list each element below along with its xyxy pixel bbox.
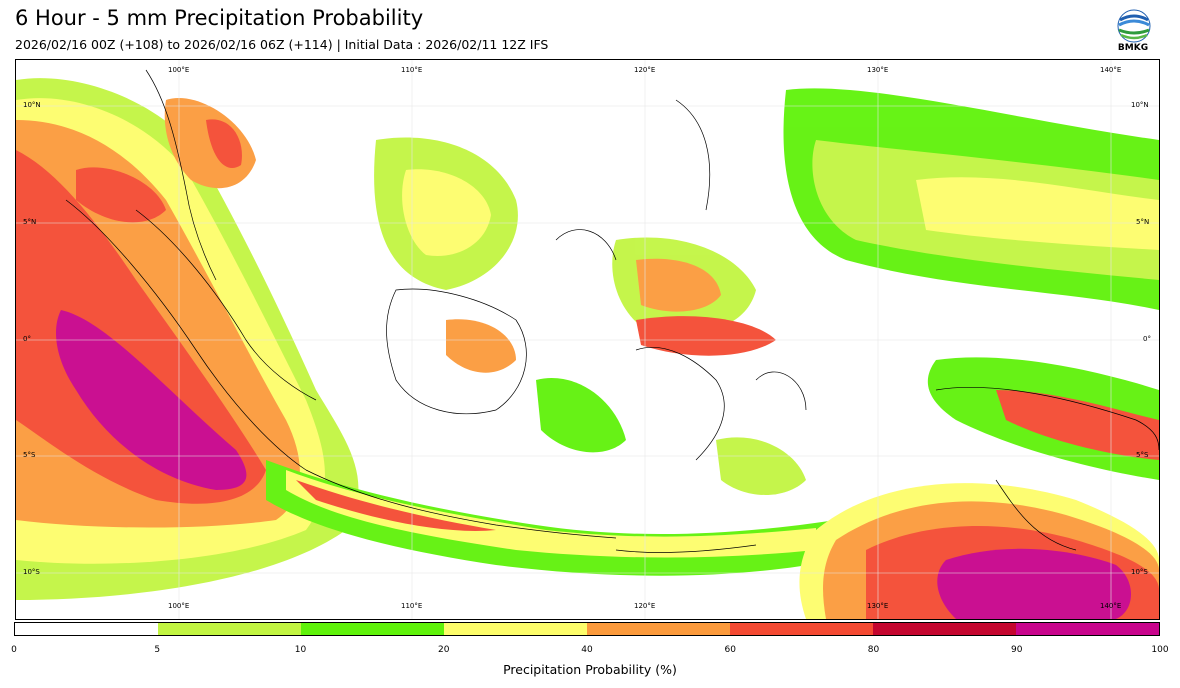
lon-label-top-130: 130°E [867,66,889,74]
lon-label-bottom-100: 100°E [168,602,190,610]
colorbar-segment [15,623,158,635]
colorbar-segment [301,623,444,635]
chart-subtitle: 2026/02/16 00Z (+108) to 2026/02/16 06Z … [15,37,549,52]
lon-label-bottom-130: 130°E [867,602,889,610]
colorbar-tick-label: 40 [581,645,593,655]
colorbar-tick-label: 60 [724,645,736,655]
lon-label-top-140: 140°E [1100,66,1122,74]
lat-label-right-5s: 5°S [1136,451,1149,459]
colorbar-segment [444,623,587,635]
precipitation-field [16,60,1159,619]
lon-label-top-120: 120°E [634,66,656,74]
lat-label-right-5n: 5°N [1136,218,1150,226]
lat-label-right-10s: 10°S [1131,568,1148,576]
colorbar-segment [1016,623,1159,635]
colorbar-segment [158,623,301,635]
bmkg-logo-icon [1117,9,1151,43]
colorbar-tick-label: 20 [438,645,450,655]
colorbar-tick-label: 100 [1151,645,1169,655]
lat-label-right-10n: 10°N [1131,101,1149,109]
lat-label-left-5n: 5°N [23,218,37,226]
colorbar-tick-label: 0 [11,645,17,655]
bmkg-logo-text: BMKG [1117,43,1149,53]
chart-title: 6 Hour - 5 mm Precipitation Probability [15,6,424,30]
colorbar-segment [730,623,873,635]
precipitation-map: 100°E 110°E 120°E 130°E 140°E 100°E 110°… [15,59,1160,620]
lon-label-bottom-120: 120°E [634,602,656,610]
lon-label-bottom-110: 110°E [401,602,423,610]
lat-label-left-5s: 5°S [23,451,36,459]
colorbar-label: Precipitation Probability (%) [503,662,677,677]
lon-label-bottom-140: 140°E [1100,602,1122,610]
colorbar [14,622,1160,636]
lon-label-top-110: 110°E [401,66,423,74]
lat-label-left-10s: 10°S [23,568,40,576]
colorbar-segment [873,623,1016,635]
lat-label-right-0: 0° [1143,335,1151,343]
lat-label-left-0: 0° [23,335,31,343]
colorbar-tick-label: 10 [294,645,307,655]
colorbar-tick-label: 90 [1011,645,1023,655]
lon-label-top-100: 100°E [168,66,190,74]
colorbar-segment [587,623,730,635]
lat-label-left-10n: 10°N [23,101,41,109]
colorbar-tick-label: 80 [867,645,880,655]
colorbar-tick-label: 5 [154,645,161,655]
